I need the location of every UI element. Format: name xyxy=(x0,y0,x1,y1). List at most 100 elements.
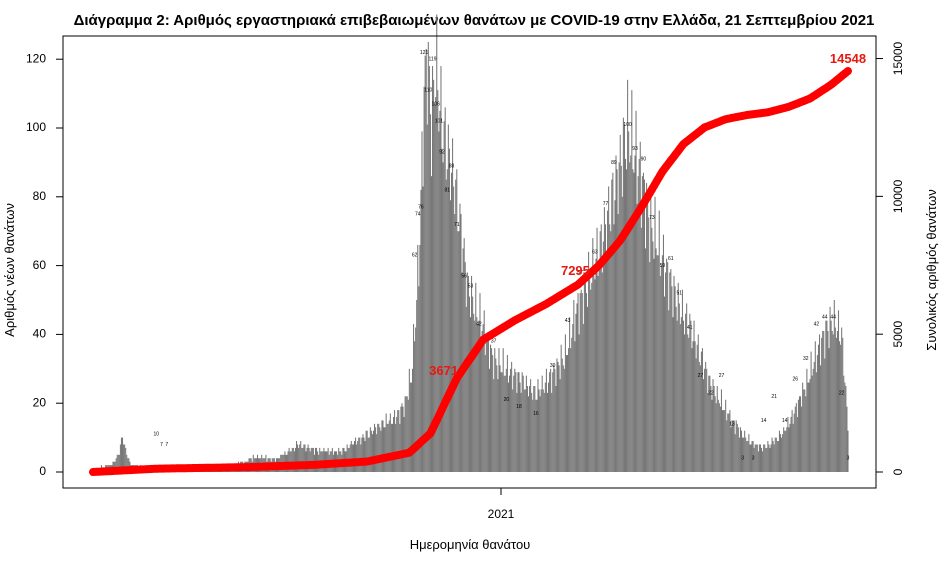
daily-bar xyxy=(638,158,640,472)
daily-bar xyxy=(433,79,435,472)
daily-bar xyxy=(490,344,492,472)
daily-bar xyxy=(524,389,526,472)
daily-bar xyxy=(545,368,547,472)
daily-bar xyxy=(837,310,840,472)
daily-bar xyxy=(735,420,737,472)
daily-bar xyxy=(515,372,517,472)
daily-bar xyxy=(574,341,576,472)
daily-bar xyxy=(403,416,405,472)
daily-bar xyxy=(830,320,832,472)
daily-bar xyxy=(634,155,636,472)
daily-bar xyxy=(367,437,369,472)
daily-bar xyxy=(444,107,446,473)
daily-bar xyxy=(578,334,580,472)
daily-value-label: 51 xyxy=(677,291,683,297)
daily-bar xyxy=(674,286,676,472)
daily-bar xyxy=(585,293,588,472)
daily-bar xyxy=(413,324,415,472)
right-tick-label: 5000 xyxy=(891,321,905,348)
daily-bar xyxy=(383,427,385,472)
daily-bar xyxy=(292,447,294,472)
daily-bar xyxy=(370,430,372,472)
left-tick-label: 40 xyxy=(33,327,47,341)
daily-bar xyxy=(764,444,766,472)
daily-bar xyxy=(794,406,796,472)
daily-value-label: 27 xyxy=(719,373,725,379)
daily-value-label: 44 xyxy=(822,315,828,321)
daily-bar xyxy=(725,399,727,472)
daily-bar xyxy=(749,444,751,472)
daily-value-label: 73 xyxy=(649,215,655,221)
daily-bar xyxy=(666,258,668,472)
daily-bar xyxy=(632,169,634,472)
daily-bar xyxy=(562,365,564,472)
daily-bar xyxy=(408,368,410,472)
daily-value-label: 37 xyxy=(491,339,497,345)
daily-bar xyxy=(381,420,383,472)
daily-bar xyxy=(569,317,571,472)
daily-bar xyxy=(391,423,393,472)
daily-bar xyxy=(669,272,671,472)
daily-bar xyxy=(427,42,429,472)
daily-bar xyxy=(453,186,455,473)
daily-bar xyxy=(362,434,364,472)
daily-bar xyxy=(485,337,487,472)
right-tick-label: 0 xyxy=(891,468,905,475)
daily-value-label: 90 xyxy=(641,156,647,162)
daily-bar xyxy=(365,430,367,472)
daily-bar xyxy=(791,410,793,472)
daily-bar xyxy=(707,392,709,472)
daily-bar xyxy=(616,169,618,472)
daily-bar xyxy=(606,255,608,472)
daily-bar xyxy=(759,444,761,472)
daily-bar xyxy=(824,358,826,472)
daily-bar xyxy=(832,334,834,472)
daily-bar xyxy=(319,447,321,472)
daily-bar xyxy=(386,423,388,472)
daily-bar xyxy=(495,358,497,472)
daily-bar xyxy=(589,279,591,472)
daily-bar xyxy=(643,179,646,472)
daily-bar xyxy=(685,313,687,472)
daily-bar xyxy=(793,413,795,472)
daily-bar xyxy=(652,241,654,472)
daily-value-label: 57 xyxy=(577,270,583,276)
daily-bar xyxy=(437,90,439,472)
daily-bar xyxy=(539,396,541,472)
daily-bar xyxy=(817,344,819,472)
daily-value-label: 61 xyxy=(668,256,674,262)
daily-bar xyxy=(712,379,714,472)
daily-bar xyxy=(395,423,397,472)
daily-value-label: 89 xyxy=(611,160,617,166)
daily-bar xyxy=(716,386,718,472)
daily-bar xyxy=(398,410,400,472)
daily-bar xyxy=(493,379,495,472)
daily-bar xyxy=(646,183,648,473)
daily-bar xyxy=(405,396,407,472)
daily-bar xyxy=(117,454,119,472)
daily-bar xyxy=(757,451,759,472)
daily-bar xyxy=(671,286,673,472)
daily-bar xyxy=(615,155,617,472)
daily-bar xyxy=(527,396,530,472)
daily-bar xyxy=(532,399,534,472)
daily-bar xyxy=(450,172,453,472)
daily-bar xyxy=(836,330,838,472)
daily-bar xyxy=(822,330,824,472)
daily-bar xyxy=(409,382,411,472)
daily-bar xyxy=(761,447,763,472)
daily-bar xyxy=(448,148,450,472)
daily-bar xyxy=(415,327,417,472)
daily-bar xyxy=(306,447,308,472)
daily-value-label: 16 xyxy=(533,411,539,417)
daily-bar xyxy=(614,200,616,473)
daily-value-label: 10 xyxy=(154,432,160,438)
cumulative-value-labels: 3671 7295 14548 xyxy=(429,51,866,378)
daily-bar xyxy=(730,427,732,472)
daily-bar xyxy=(123,444,125,472)
daily-bar xyxy=(484,355,486,472)
daily-bar xyxy=(590,289,592,472)
daily-bar xyxy=(428,66,430,472)
daily-bar xyxy=(482,324,484,472)
daily-bar xyxy=(541,375,543,472)
